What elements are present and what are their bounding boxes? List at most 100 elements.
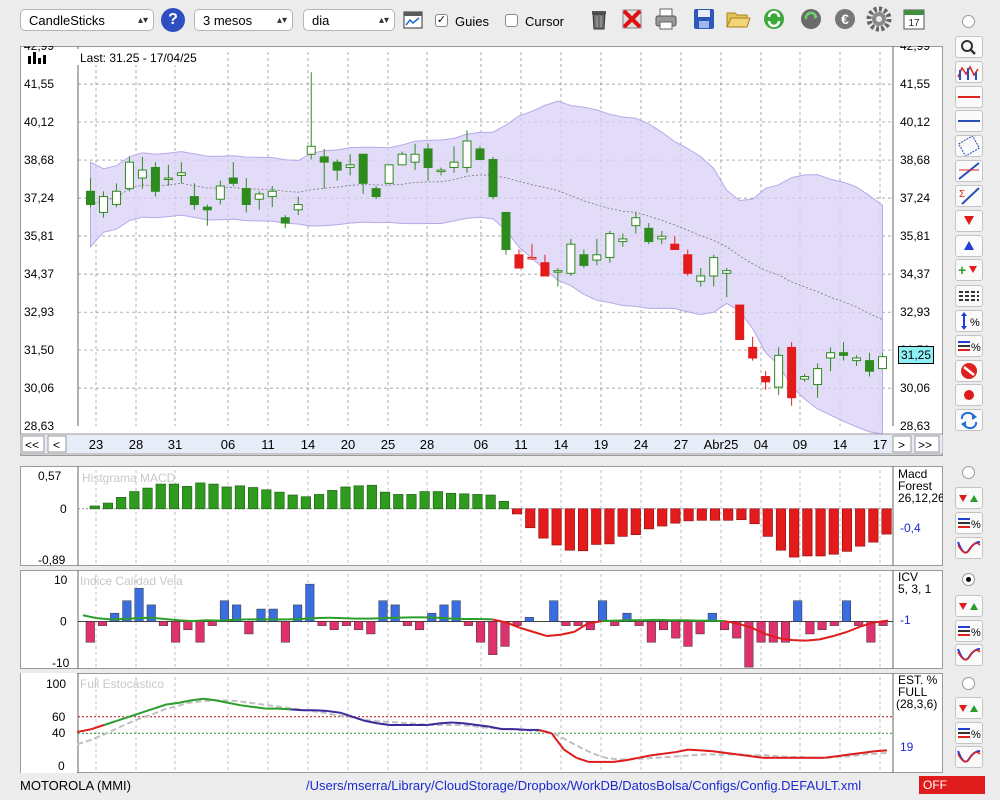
stochastic-line-segment (153, 703, 167, 710)
icv-bar (866, 621, 876, 643)
indicator-params: 26,12,26 (898, 491, 943, 505)
calendar-icon[interactable]: 17 (901, 6, 927, 32)
nav-first-label: << (25, 438, 39, 452)
icv-bar (402, 621, 412, 626)
stochastic-percent-button[interactable]: % (955, 722, 983, 744)
horizontal-line-red-button[interactable] (955, 86, 983, 108)
candle-body (85, 190, 95, 206)
record-button[interactable] (955, 384, 983, 406)
x-tick-label: 20 (341, 437, 355, 452)
percent-lines-button[interactable]: % (955, 335, 983, 357)
icv-bar (476, 621, 486, 643)
y-tick-label-right: 30,06 (900, 381, 930, 395)
config-path-link[interactable]: /Users/mserra/Library/CloudStorage/Dropb… (306, 778, 862, 793)
svg-text:%: % (971, 519, 981, 531)
icv-bar (171, 621, 181, 643)
sell-signal-button[interactable] (955, 210, 983, 232)
candle-body (800, 376, 810, 380)
stochastic-panel-radio[interactable] (962, 677, 975, 690)
candle-body (579, 254, 589, 266)
cursor-checkbox[interactable] (505, 14, 518, 27)
stochastic-line-segment (439, 721, 453, 725)
macd-curve-button[interactable] (955, 537, 983, 559)
icv-signals-button[interactable] (955, 595, 983, 617)
x-tick-label: 27 (674, 437, 688, 452)
buy-signal-button[interactable] (955, 235, 983, 257)
chart-type-select[interactable]: CandleSticks ▴▾ (20, 9, 154, 31)
stochastic-line-segment (700, 749, 714, 753)
icv-bar (598, 600, 608, 622)
macd-panel-radio[interactable] (962, 466, 975, 479)
stochastic-line-segment (315, 709, 328, 713)
off-toggle[interactable]: OFF (919, 776, 985, 794)
stochastic-line-segment (240, 704, 254, 708)
stochastic-panel[interactable] (20, 673, 943, 773)
interval-select[interactable]: dia ▴▾ (303, 9, 395, 31)
macd-bar (736, 508, 747, 521)
delete-icon[interactable] (619, 6, 645, 32)
fibonacci-button[interactable]: Σ (955, 185, 983, 207)
candle-body (371, 188, 381, 198)
icv-line-segment (519, 626, 534, 633)
guides-checkbox[interactable]: ✓ (435, 14, 448, 27)
macd-chart-svg[interactable]: 0,57 0 -0,89 Histgrama MACD MacdForest26,12,… (20, 466, 943, 566)
stochastic-line-segment (203, 697, 217, 702)
wave-icon (957, 648, 981, 661)
stochastic-line-segment (377, 722, 391, 726)
macd-bar (366, 484, 377, 510)
stochastic-signals-button[interactable] (955, 697, 983, 719)
candle-body (475, 148, 485, 161)
reload-data-icon[interactable] (798, 6, 824, 32)
candle-body (319, 156, 329, 163)
stop-button[interactable] (955, 360, 983, 382)
print-icon[interactable] (653, 6, 679, 32)
trendline-button[interactable] (955, 160, 983, 182)
main-panel-radio[interactable] (962, 15, 975, 28)
candle-body (527, 256, 537, 260)
swap-button[interactable] (955, 409, 983, 431)
icv-panel-radio[interactable] (962, 573, 975, 586)
save-icon[interactable] (691, 6, 717, 32)
icv-bar (622, 612, 632, 622)
stochastic-line-segment (625, 756, 639, 762)
period-select[interactable]: 3 mesos ▴▾ (194, 9, 293, 31)
gear-icon[interactable] (866, 6, 892, 32)
grid-lines-button[interactable] (955, 285, 983, 307)
stochastic-line-segment (737, 753, 751, 758)
y-tick-label-right: 38,68 (900, 153, 930, 167)
open-folder-icon[interactable] (725, 6, 751, 32)
candle-body (111, 190, 121, 206)
candle-body (657, 235, 667, 240)
macd-signals-button[interactable] (955, 487, 983, 509)
horizontal-line-blue-button[interactable] (955, 110, 983, 132)
svg-text:%: % (971, 729, 981, 741)
macd-bar (195, 482, 206, 510)
icv-percent-button[interactable]: % (955, 620, 983, 642)
percent-range-button[interactable]: % (955, 310, 983, 332)
price-chart-svg[interactable]: 42,99 42,99 41,55 41,55 40,12 40,12 38,68 38,68… (20, 46, 943, 456)
candle-body (631, 217, 641, 227)
zoom-button[interactable] (955, 36, 983, 58)
chart-bars-icon (957, 65, 979, 80)
indicator-overlay-button[interactable] (955, 61, 983, 83)
stochastic-line-segment (750, 755, 763, 759)
candle-body (696, 275, 706, 282)
icv-line-segment (301, 617, 316, 621)
x-tick-label: 28 (420, 437, 434, 452)
add-signal-button[interactable]: + (955, 259, 983, 281)
macd-bar (168, 483, 179, 510)
stochastic-curve-button[interactable] (955, 746, 983, 768)
candle-body (566, 243, 576, 274)
refresh-icon[interactable] (761, 6, 787, 32)
trash-icon[interactable] (586, 6, 612, 32)
chart-window-icon[interactable] (403, 10, 423, 30)
macd-percent-button[interactable]: % (955, 512, 983, 534)
candle-body (462, 140, 472, 168)
help-icon[interactable]: ? (161, 8, 185, 32)
icv-curve-button[interactable] (955, 644, 983, 666)
channel-button[interactable] (955, 135, 983, 157)
icv-line-segment (82, 614, 97, 620)
euro-icon[interactable]: € (832, 6, 858, 32)
